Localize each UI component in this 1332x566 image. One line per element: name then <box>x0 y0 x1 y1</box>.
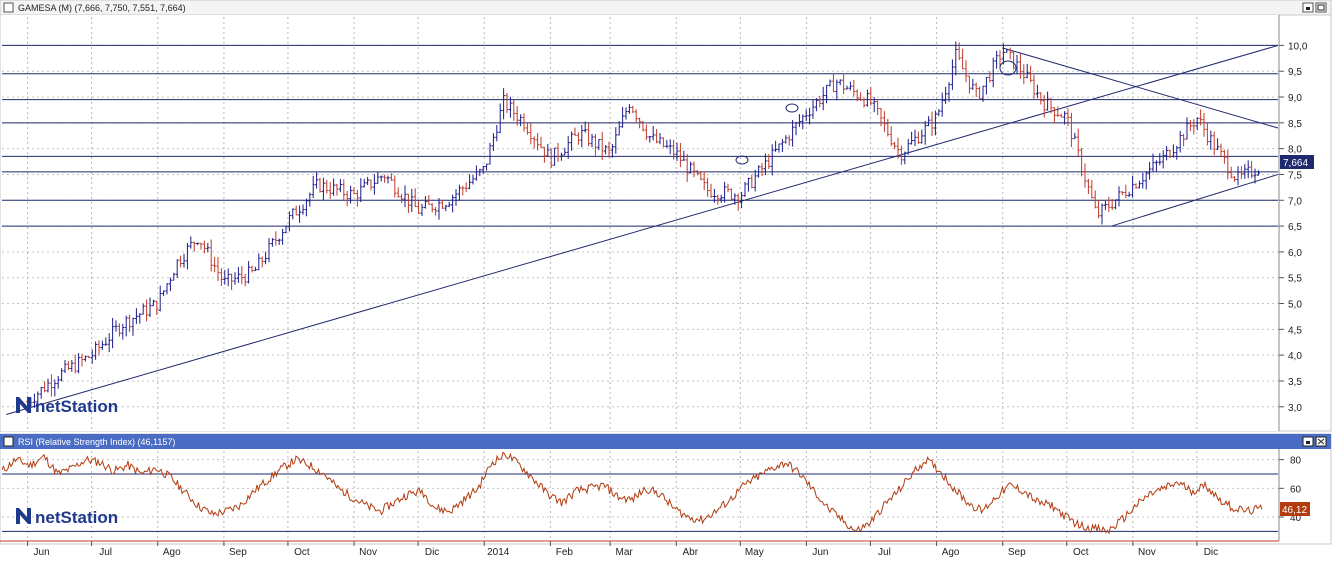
x-tick-label: Jun <box>34 547 50 558</box>
price-panel-window-controls <box>1302 2 1327 13</box>
x-tick-label: Oct <box>1073 547 1089 558</box>
x-axis-months: Jun Jul Ago Sep Oct Nov Dic 2014 Feb Mar Abr May Jun… <box>27 541 1218 558</box>
rsi-tick-label: 60 <box>1290 484 1302 495</box>
price-annotation-circle <box>785 103 799 113</box>
x-tick-label: Ago <box>942 547 960 558</box>
price-tick-label: 8,5 <box>1288 119 1302 130</box>
price-trendlines <box>6 44 1279 415</box>
rsi-close-icon <box>1317 438 1325 445</box>
x-tick-label: Abr <box>682 547 698 558</box>
x-tick-label: Sep <box>229 547 247 558</box>
price-tick-label: 3,5 <box>1288 377 1302 388</box>
price-panel-title: GAMESA (M) (7,666, 7,750, 7,551, 7,664) <box>18 3 186 13</box>
maximize-icon <box>1317 4 1325 11</box>
rsi-tick-label: 80 <box>1290 456 1302 467</box>
x-tick-label: Jun <box>812 547 828 558</box>
x-tick-label: Dic <box>425 547 439 558</box>
price-trendline <box>1111 173 1279 227</box>
x-tick-label: Sep <box>1008 547 1026 558</box>
x-tick-label: Jul <box>99 547 112 558</box>
rsi-netstation-logo-icon <box>16 508 31 524</box>
price-tick-label: 5,5 <box>1288 274 1302 285</box>
netstation-logo: netStation <box>16 397 118 416</box>
price-tick-label: 9,0 <box>1288 93 1302 104</box>
x-tick-label: Nov <box>359 547 377 558</box>
netstation-watermark: netStation <box>35 397 118 416</box>
price-badge-label: 7,664 <box>1283 158 1308 169</box>
rsi-badge-label: 46,12 <box>1282 505 1307 516</box>
x-tick-label: Jul <box>878 547 891 558</box>
rsi-tick-label: 40 <box>1290 513 1302 524</box>
price-tick-label: 3,0 <box>1288 403 1302 414</box>
price-tick-label: 10,0 <box>1288 41 1308 52</box>
price-tick-label: 6,0 <box>1288 248 1302 259</box>
price-tick-label: 6,5 <box>1288 222 1302 233</box>
price-horizontal-levels <box>2 44 1278 227</box>
x-tick-label: Ago <box>163 547 181 558</box>
price-badge-bg <box>1280 155 1314 169</box>
x-tick-label: Mar <box>616 547 634 558</box>
rsi-panel <box>0 433 1332 545</box>
netstation-logo-icon <box>16 397 31 413</box>
x-tick-label: Nov <box>1138 547 1156 558</box>
price-ohlc-bars <box>26 41 1260 410</box>
rsi-panel-titlebar <box>0 434 1331 449</box>
rsi-panel-window-controls <box>1302 436 1327 447</box>
rsi-panel-title: RSI (Relative Strength Index) (46,1157) <box>18 437 175 447</box>
rsi-last-badge: 46,12 <box>1280 502 1310 516</box>
price-tick-label: 4,0 <box>1288 351 1302 362</box>
minimize-icon <box>1306 7 1310 10</box>
price-panel-titlebar <box>0 0 1332 16</box>
price-tick-label: 9,5 <box>1288 67 1302 78</box>
price-tick-label: 4,5 <box>1288 325 1302 336</box>
x-tick-label: 2014 <box>487 547 510 558</box>
price-gridlines <box>2 17 1278 430</box>
x-tick-label: Oct <box>294 547 310 558</box>
price-annotation-circle <box>999 60 1017 76</box>
rsi-panel-icon <box>3 436 14 447</box>
panel-icon <box>3 2 14 13</box>
rsi-netstation-watermark: netStation <box>35 508 118 527</box>
rsi-badge-bg <box>1280 502 1310 516</box>
price-annotation-circle <box>735 155 749 165</box>
rsi-minimize-icon <box>1306 441 1310 444</box>
price-trendline <box>1002 47 1279 129</box>
price-tick-label: 7,5 <box>1288 170 1302 181</box>
maximize-button[interactable] <box>1315 2 1327 13</box>
price-last-badge: 7,664 <box>1280 155 1314 169</box>
x-tick-label: May <box>745 547 764 558</box>
rsi-series <box>1 451 1263 535</box>
price-trendline <box>6 44 1279 415</box>
rsi-netstation-logo: netStation <box>16 508 118 527</box>
x-tick-label: Feb <box>556 547 574 558</box>
rsi-line <box>1 451 1263 535</box>
price-tick-label: 5,0 <box>1288 300 1302 311</box>
price-tick-label: 8,0 <box>1288 145 1302 156</box>
rsi-y-ticks: 40 60 80 <box>1279 456 1302 524</box>
x-tick-label: Dic <box>1204 547 1218 558</box>
price-tick-label: 7,0 <box>1288 196 1302 207</box>
price-plot-area <box>1 15 1279 431</box>
price-y-ticks: 3,0 3,5 4,0 4,5 5,0 5,5 6,0 6,5 7,0 7,5 8,0 8,5 9,0 9… <box>1279 41 1308 414</box>
rsi-horizontal-levels <box>2 473 1278 532</box>
